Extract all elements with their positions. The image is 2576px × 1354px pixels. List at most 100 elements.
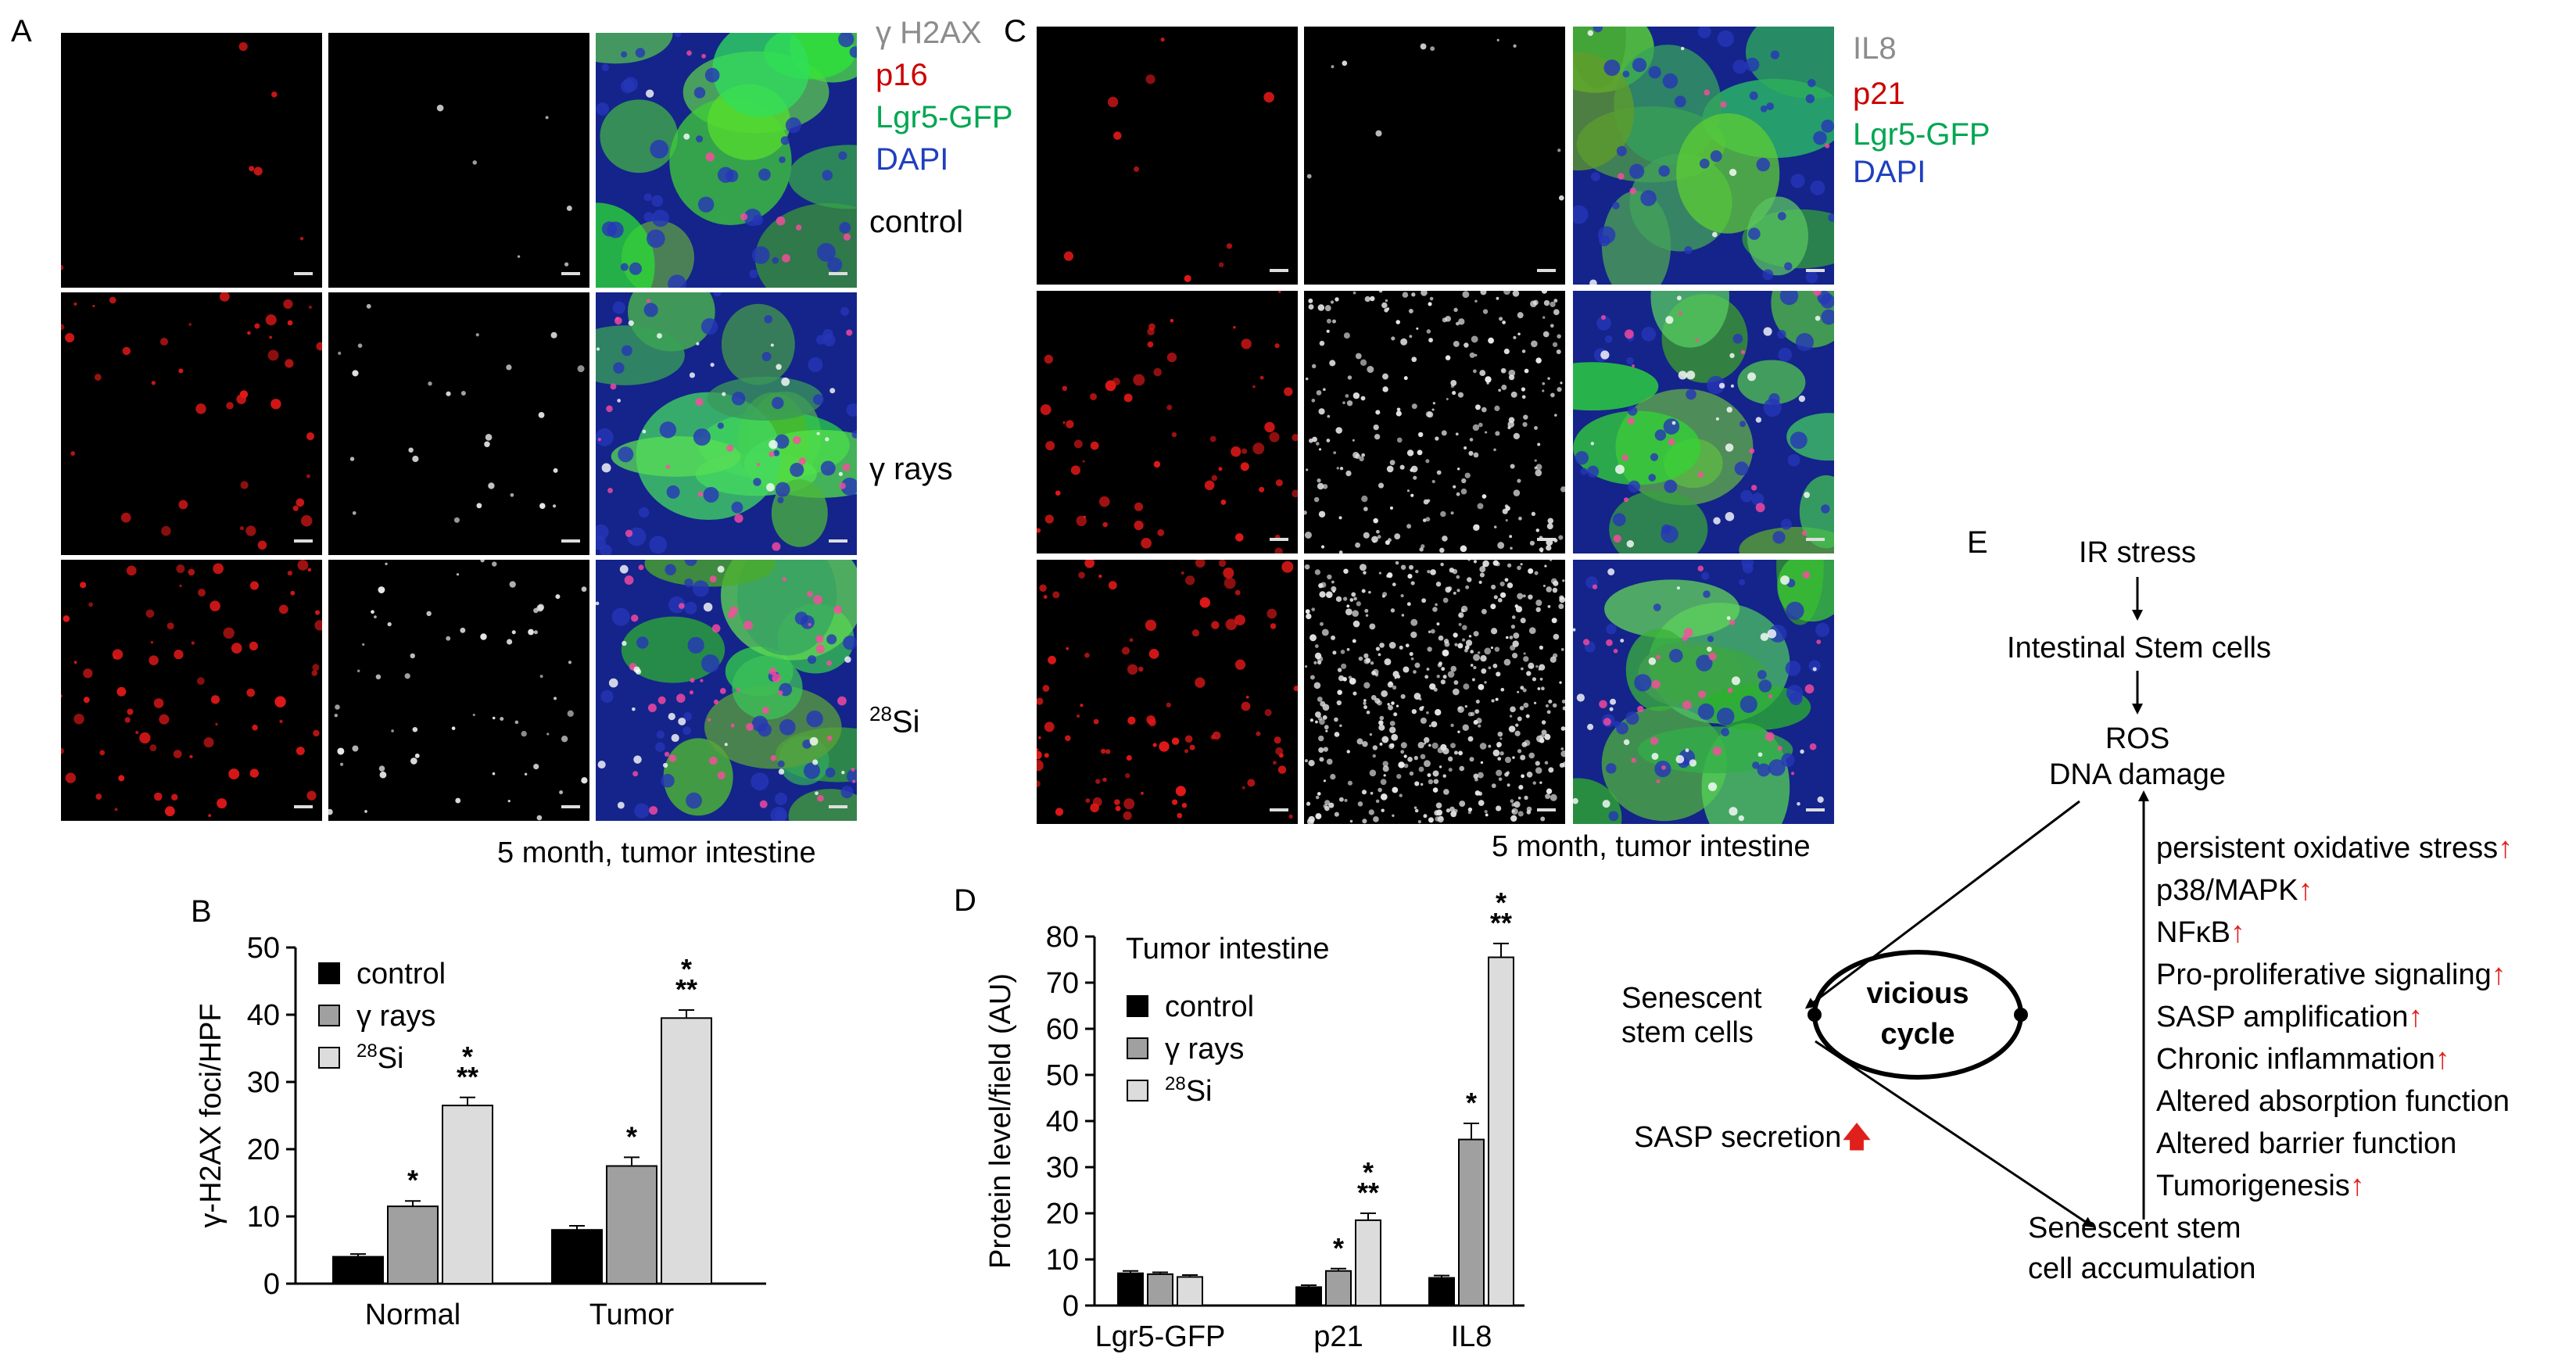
chart-b-ytick-4: 40 <box>247 999 280 1032</box>
panel-d-bar-chart: 0 10 20 30 40 50 60 70 80 Protein level/field (AU… <box>984 891 1524 1353</box>
effect-up-arrow-icon: ↑ <box>2498 832 2513 865</box>
row-label-28si-base: Si <box>891 704 920 740</box>
chart-b-sig-1-2-0: * <box>681 953 692 985</box>
vicious-label-2: cycle <box>1880 1018 1955 1051</box>
panel-a-micrograph-r1-c1 <box>61 33 322 288</box>
chart-d-xtick-0: Lgr5-GFP <box>1095 1320 1226 1353</box>
panel-c-legend-p21: p21 <box>1853 77 1905 111</box>
effect-item-text: persistent oxidative stress <box>2156 832 2499 865</box>
chart-b-ylabel: γ-H2AX foci/HPF <box>195 1003 228 1227</box>
effect-up-arrow-icon: ↑ <box>2491 958 2506 991</box>
chart-d-ytick-7: 70 <box>1046 967 1079 1000</box>
chart-d-sig-2-2-0: * <box>1496 891 1507 919</box>
row-label-28si: 28Si <box>869 702 920 740</box>
chart-d-sig-1-2-0: * <box>1363 1156 1374 1188</box>
chart-d-bar-2-2 <box>1488 956 1514 1307</box>
panel-c-micrograph-r2-c3 <box>1573 291 1834 553</box>
chart-d-ytick-5: 50 <box>1046 1059 1079 1092</box>
arrow-dna-to-senescent <box>1804 800 2080 1009</box>
chart-d-legend-label-1: γ rays <box>1165 1033 1244 1066</box>
effect-item-text: Altered barrier function <box>2156 1127 2457 1160</box>
panel-a-legend-dapi: DAPI <box>876 142 949 177</box>
panel-a-legend-lgr5: Lgr5-GFP <box>876 100 1013 134</box>
effect-up-arrow-icon: ↑ <box>2349 1170 2365 1202</box>
panel-a-legend-p16: p16 <box>876 58 928 92</box>
dna-damage-label: DNA damage <box>2048 758 2226 791</box>
chart-b-sig-1-1-0: * <box>626 1120 637 1152</box>
chart-b-sig-0-1-0: * <box>407 1164 418 1196</box>
effect-up-arrow-icon: ↑ <box>2298 874 2313 907</box>
chart-b-bar-1-2 <box>661 1017 712 1285</box>
effect-item-0: persistent oxidative stress↑ <box>2156 832 2513 865</box>
effect-item-text: Tumorigenesis <box>2156 1170 2350 1202</box>
vicious-cycle-ellipse <box>1812 950 2023 1080</box>
panel-c-micrograph-r2-c2 <box>1304 291 1565 553</box>
senescent-stem-cells-line2: stem cells <box>1621 1016 1754 1049</box>
chart-d-bar-0-2 <box>1177 1276 1203 1307</box>
chart-d-ytick-3: 30 <box>1046 1152 1079 1184</box>
panel-e-arrows <box>1804 577 2149 1228</box>
panel-c-micrograph-r3-c2 <box>1304 560 1565 824</box>
chart-d-ytick-0: 0 <box>1062 1290 1079 1323</box>
panel-a-micrograph-r3-c2 <box>328 560 589 821</box>
sasp-secretion-text: SASP secretion <box>1634 1121 1842 1154</box>
senescent-stem-cells-line1: Senescent <box>1621 982 1762 1015</box>
effect-item-1: p38/MAPK↑ <box>2156 874 2313 908</box>
chart-d-bar-0-1 <box>1147 1273 1173 1307</box>
panel-b-letter: B <box>191 894 212 929</box>
chart-d-ytick-6: 60 <box>1046 1013 1079 1046</box>
chart-b-legend-label-2: 28Si <box>356 1041 404 1075</box>
panel-c-micrograph-r2-c1 <box>1037 291 1298 553</box>
panel-a-letter: A <box>11 14 32 48</box>
chart-b-ytick-3: 30 <box>247 1066 280 1099</box>
chart-b-bar-1-1 <box>606 1165 657 1284</box>
effect-item-5: Chronic inflammation↑ <box>2156 1043 2450 1076</box>
effect-item-text: NFκB <box>2156 916 2230 949</box>
chart-b-sig-1-2-1: ** <box>675 973 697 1005</box>
effect-up-arrow-icon: ↑ <box>2230 916 2245 949</box>
panel-c-legend-lgr5: Lgr5-GFP <box>1853 117 1990 152</box>
panel-a-micrograph-r2-c2 <box>328 292 589 555</box>
chart-b-legend-swatch-1 <box>318 1005 340 1026</box>
chart-b-bar-0-0 <box>332 1255 384 1285</box>
chart-d-legend-swatch-2 <box>1127 1080 1148 1101</box>
chart-d-legend-swatch-0 <box>1127 995 1148 1017</box>
chart-b-xtick-1: Tumor <box>589 1298 675 1331</box>
panel-c-micrograph-r1-c2 <box>1304 27 1565 285</box>
chart-d-xtick-2: IL8 <box>1451 1320 1492 1353</box>
effect-item-text: Chronic inflammation <box>2156 1043 2435 1076</box>
panel-c-micrograph-r3-c3 <box>1573 560 1834 824</box>
chart-b-bar-0-1 <box>387 1205 439 1285</box>
panel-a-micrograph-r3-c3 <box>596 560 857 821</box>
chart-d-bar-1-2 <box>1355 1219 1381 1307</box>
chart-b-bar-0-2 <box>442 1105 493 1284</box>
effect-item-text: SASP amplification <box>2156 1001 2409 1033</box>
chart-d-bar-1-0 <box>1295 1286 1322 1306</box>
chart-d-bar-2-1 <box>1458 1138 1485 1306</box>
chart-b-xtick-0: Normal <box>365 1298 460 1331</box>
chart-d-sig-2-1-0: * <box>1466 1087 1477 1119</box>
effect-up-arrow-icon: ↑ <box>2408 1001 2424 1033</box>
panel-c-letter: C <box>1004 14 1026 48</box>
chart-d-ytick-1: 10 <box>1046 1244 1079 1277</box>
panel-c-micrograph-r1-c1 <box>1037 27 1298 285</box>
row-label-control: control <box>869 205 964 239</box>
accumulation-line2: cell accumulation <box>2028 1252 2256 1285</box>
chart-b-ytick-2: 20 <box>247 1134 280 1166</box>
chart-d-legend-label-2: 28Si <box>1165 1073 1213 1108</box>
panel-a-micrograph-r1-c2 <box>328 33 589 288</box>
panel-a-micrograph-r2-c1 <box>61 292 322 555</box>
chart-b-legend-label-0: control <box>356 958 446 990</box>
accumulation-line1: Senescent stem <box>2028 1212 2241 1245</box>
chart-d-sig-1-2-1: ** <box>1357 1177 1379 1209</box>
panel-c-caption: 5 month, tumor intestine <box>1492 830 1811 863</box>
arrow-senescent-to-accum <box>1815 1040 2094 1228</box>
effect-item-text: Altered absorption function <box>2156 1085 2510 1118</box>
panel-d-letter: D <box>954 883 976 918</box>
panel-c-micrograph-r3-c1 <box>1037 560 1298 824</box>
vicious-label-1: vicious <box>1866 977 1969 1010</box>
panel-c-micrograph-r1-c3 <box>1573 27 1834 285</box>
chart-d-legend-swatch-1 <box>1127 1037 1148 1059</box>
panel-a-legend-gh2ax: γ H2AX <box>876 16 982 50</box>
